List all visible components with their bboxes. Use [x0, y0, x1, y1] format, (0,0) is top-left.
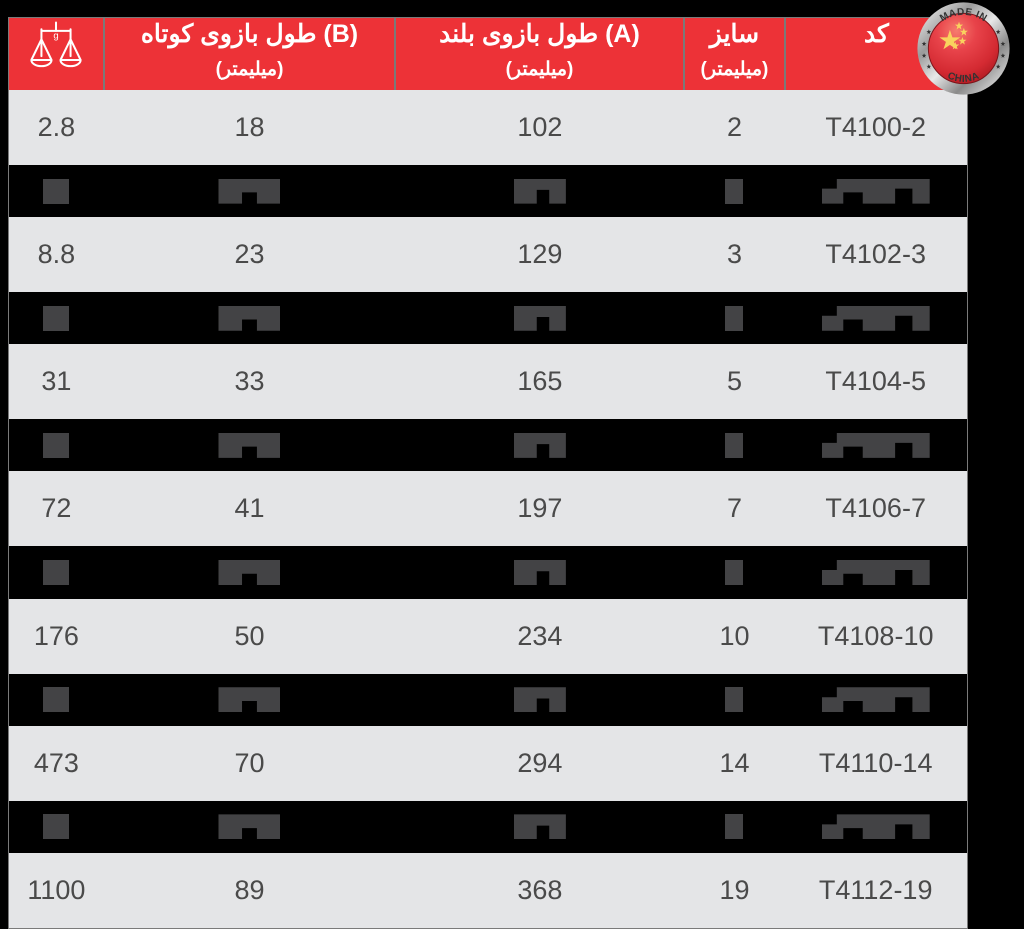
svg-text:g: g: [53, 31, 58, 42]
